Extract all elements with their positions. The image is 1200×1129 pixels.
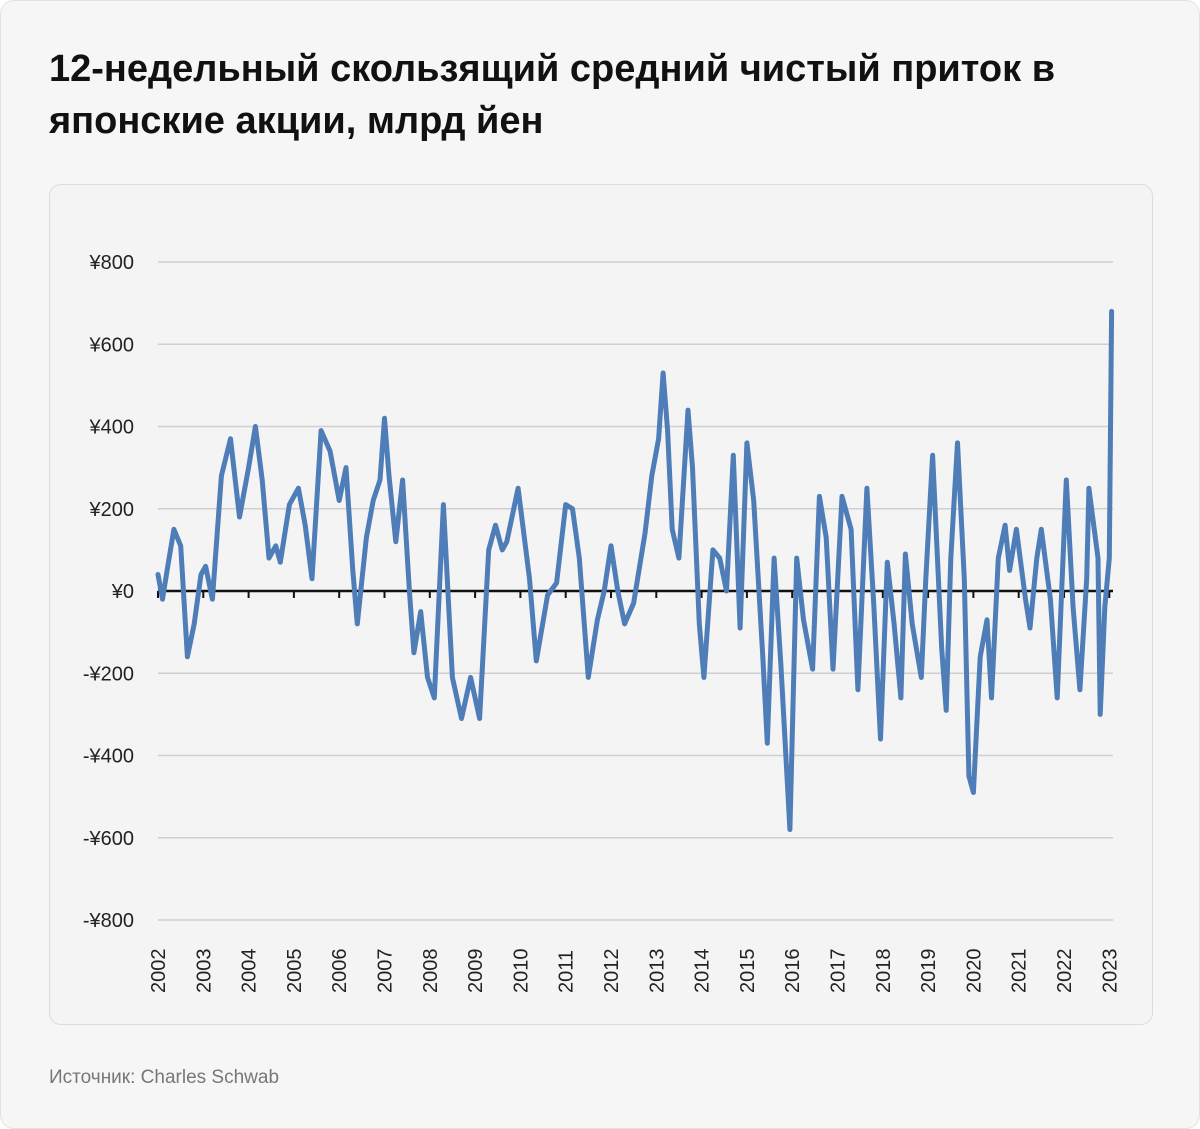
x-tick-label: 2008 — [420, 949, 442, 994]
x-tick-label: 2019 — [918, 949, 940, 994]
x-tick-label: 2021 — [1009, 949, 1031, 994]
x-tick-label: 2017 — [828, 949, 850, 994]
x-tick-label: 2007 — [375, 949, 397, 994]
x-tick-label: 2004 — [239, 949, 261, 994]
x-tick-label: 2018 — [873, 949, 895, 994]
y-tick-label: ¥800 — [89, 252, 135, 274]
x-tick-label: 2013 — [646, 949, 668, 994]
y-tick-label: ¥200 — [89, 499, 135, 521]
y-tick-label: ¥0 — [111, 581, 134, 603]
x-tick-label: 2012 — [601, 949, 623, 994]
x-tick-label: 2015 — [737, 949, 759, 994]
y-tick-label: -¥200 — [83, 663, 134, 685]
y-tick-label: ¥600 — [89, 334, 135, 356]
x-tick-label: 2006 — [329, 949, 351, 994]
x-tick-label: 2003 — [193, 949, 215, 994]
source-note: Источник: Charles Schwab — [49, 1067, 280, 1088]
x-tick-label: 2022 — [1054, 949, 1076, 994]
y-tick-label: ¥400 — [89, 417, 135, 439]
y-tick-label: -¥400 — [83, 746, 134, 768]
x-tick-label: 2020 — [963, 949, 985, 994]
x-tick-label: 2023 — [1099, 949, 1121, 994]
x-tick-label: 2002 — [148, 949, 170, 994]
y-tick-label: -¥800 — [83, 910, 134, 932]
chart-title: 12-недельный скользящий средний чистый п… — [49, 48, 1056, 142]
x-tick-label: 2016 — [782, 949, 804, 994]
y-tick-label: -¥600 — [83, 828, 134, 850]
x-tick-label: 2009 — [465, 949, 487, 994]
series-line — [155, 308, 1115, 832]
x-tick-label: 2011 — [556, 950, 578, 993]
x-tick-label: 2010 — [510, 949, 532, 994]
x-tick-label: 2014 — [692, 949, 714, 994]
x-tick-label: 2005 — [284, 949, 306, 994]
